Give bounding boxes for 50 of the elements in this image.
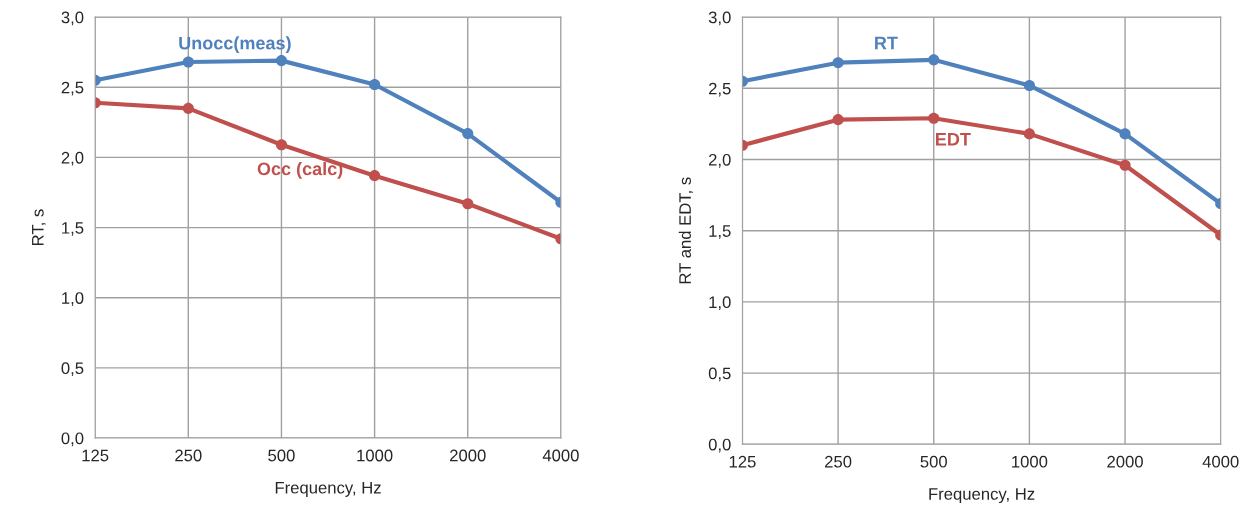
point xyxy=(182,56,194,68)
x-tick-label: 4000 xyxy=(1202,455,1239,468)
y-tick-label: 1,5 xyxy=(709,225,731,239)
y-axis-title: RT, s xyxy=(32,209,46,246)
y-tick-label: 0,5 xyxy=(61,362,84,377)
point xyxy=(462,198,474,210)
x-tick-label: 4000 xyxy=(542,449,579,462)
point xyxy=(928,54,940,66)
series-label: Occ (calc) xyxy=(257,162,343,179)
point xyxy=(832,57,844,69)
y-tick-label: 0,0 xyxy=(61,432,84,447)
x-axis-title: Frequency, Hz xyxy=(929,488,1035,504)
y-axis-title: RT and EDT, s xyxy=(678,177,693,284)
x-tick-label: 125 xyxy=(729,455,756,468)
x-tick-label: 1000 xyxy=(357,449,393,462)
series-label: Unocc(meas) xyxy=(179,36,291,54)
series-label: EDT xyxy=(936,133,971,146)
x-tick-label: 250 xyxy=(175,449,202,462)
y-tick-label: 2,5 xyxy=(709,82,731,97)
y-tick-label: 1,0 xyxy=(709,296,731,311)
point xyxy=(369,170,381,182)
series-label: RT xyxy=(875,36,898,50)
x-tick-label: 250 xyxy=(825,455,852,468)
x-tick-label: 1000 xyxy=(1012,455,1048,468)
x-tick-label: 500 xyxy=(920,455,947,468)
x-tick-label: 500 xyxy=(268,449,295,462)
x-tick-label: 2000 xyxy=(450,449,486,462)
y-tick-label: 3,0 xyxy=(708,11,731,26)
point xyxy=(369,78,381,91)
y-tick-label: 2,0 xyxy=(709,153,731,168)
point xyxy=(1023,128,1035,140)
point xyxy=(275,55,288,67)
point xyxy=(182,102,194,114)
point xyxy=(462,128,474,140)
point xyxy=(928,112,940,124)
y-tick-label: 1,0 xyxy=(62,292,84,306)
point xyxy=(1119,128,1131,140)
y-tick-label: 1,5 xyxy=(62,222,84,236)
y-tick-label: 0,5 xyxy=(708,367,731,382)
y-tick-label: 2,5 xyxy=(61,81,84,96)
y-tick-label: 3,0 xyxy=(61,11,84,26)
point xyxy=(1023,79,1035,92)
y-tick-label: 0,0 xyxy=(708,438,731,453)
x-axis-title: Frequency, Hz xyxy=(275,481,381,497)
x-tick-label: 2000 xyxy=(1107,455,1143,468)
point xyxy=(275,139,288,151)
point xyxy=(832,114,844,126)
x-tick-label: 125 xyxy=(82,449,109,462)
point xyxy=(1119,159,1131,171)
y-tick-label: 2,0 xyxy=(61,151,84,166)
